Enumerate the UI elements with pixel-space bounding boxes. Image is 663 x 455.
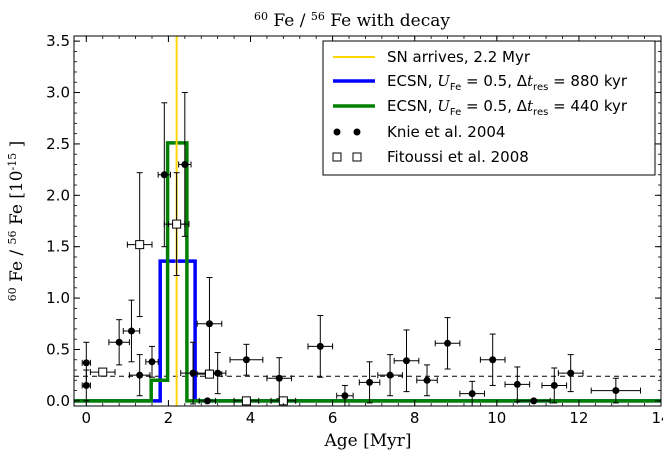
legend-marker-knie-2 — [353, 128, 361, 136]
legend-box — [322, 40, 656, 176]
knie-point-22 — [468, 390, 476, 398]
legend-marker-fitoussi-2 — [352, 152, 362, 162]
x-axis-label: Age [Myr] — [323, 431, 411, 451]
legend-label-fitoussi: Fitoussi et al. 2008 — [387, 148, 529, 166]
knie-point-2 — [115, 338, 123, 346]
knie-point-13 — [242, 356, 250, 364]
knie-point-26 — [550, 381, 558, 389]
fitoussi-point-4 — [241, 396, 251, 406]
y-label-part2: Fe [10 — [7, 170, 27, 230]
knie-point-8 — [181, 160, 189, 168]
knie-point-14 — [275, 374, 283, 382]
legend-blue-val: = 880 kyr — [548, 72, 628, 90]
fitoussi-point-1 — [135, 240, 145, 250]
y-label-part1: Fe / — [7, 244, 27, 287]
legend-green-u: U — [437, 97, 451, 115]
legend-blue-prefix: ECSN, — [387, 72, 437, 90]
fitoussi-point-3 — [204, 369, 214, 379]
legend-green-u-sub: Fe — [450, 107, 461, 118]
legend-blue-eq: = 0.5, Δ — [461, 72, 527, 90]
knie-point-15 — [316, 342, 324, 350]
legend-label-sn: SN arrives, 2.2 Myr — [387, 48, 531, 66]
y-tick-label-6: 3.0 — [46, 84, 70, 102]
plot-frame — [73, 35, 662, 407]
legend-green-val: = 440 kyr — [548, 97, 628, 115]
chart-title-sup2: 56 — [311, 10, 325, 23]
x-tick-label-0: 0 — [82, 409, 92, 427]
legend-blue-t: t — [527, 72, 534, 90]
knie-point-18 — [386, 371, 394, 379]
knie-point-19 — [402, 357, 410, 365]
fitoussi-point-2 — [172, 219, 182, 229]
x-tick-label-4: 8 — [410, 409, 420, 427]
legend-green-prefix: ECSN, — [387, 97, 437, 115]
chart-title: 60 Fe / 56 Fe with decay — [254, 10, 450, 31]
knie-point-10 — [203, 397, 211, 405]
knie-point-12 — [214, 369, 222, 377]
knie-point-21 — [444, 339, 452, 347]
x-tick-label-5: 10 — [487, 409, 506, 427]
knie-point-16 — [341, 392, 349, 400]
knie-point-17 — [366, 378, 374, 386]
legend-label-blue: ECSN, UFe = 0.5, Δtres = 880 kyr — [387, 72, 628, 93]
knie-point-5 — [148, 358, 156, 366]
knie-point-23 — [489, 356, 497, 364]
y-axis-label: 60 Fe / 56 Fe [10-15 ] — [6, 141, 27, 302]
knie-point-28 — [612, 387, 620, 395]
y-tick-label-2: 1.0 — [46, 289, 70, 307]
fitoussi-point-0 — [98, 367, 108, 377]
y-tick-label-5: 2.5 — [46, 135, 70, 153]
legend-label-knie: Knie et al. 2004 — [387, 123, 505, 141]
y-tick-label-3: 1.5 — [46, 238, 70, 256]
knie-point-4 — [136, 371, 144, 379]
x-tick-label-1: 2 — [164, 409, 174, 427]
y-tick-label-7: 3.5 — [46, 32, 70, 50]
y-label-part3: ] — [7, 141, 27, 153]
legend-green-eq: = 0.5, Δ — [461, 97, 527, 115]
knie-point-3 — [127, 327, 135, 335]
x-tick-label-6: 12 — [569, 409, 588, 427]
x-tick-label-2: 4 — [246, 409, 256, 427]
legend-marker-fitoussi-1 — [332, 152, 342, 162]
axis-ticks — [74, 36, 662, 406]
x-tick-label-3: 6 — [328, 409, 338, 427]
chart-title-sup1: 60 — [254, 10, 268, 23]
legend-blue-u-sub: Fe — [450, 82, 461, 93]
chart-title-part1: Fe / — [268, 11, 311, 31]
y-tick-label-4: 2.0 — [46, 186, 70, 204]
legend-marker-knie-1 — [333, 128, 341, 136]
series-line-green — [74, 141, 661, 403]
chart-title-part2: Fe with decay — [325, 11, 451, 31]
knie-point-11 — [205, 320, 213, 328]
legend-green-t: t — [527, 97, 534, 115]
tick-labels: 0 2 4 6 8 10 12 14 0.0 0.5 1.0 1.5 2.0 2.5 3.0 3.5 — [46, 32, 663, 427]
legend-green-t-sub: res — [533, 107, 548, 118]
legend-blue-u: U — [437, 72, 451, 90]
knie-point-6 — [160, 171, 168, 179]
y-label-sup1: 60 — [6, 287, 19, 301]
y-tick-label-1: 0.5 — [46, 340, 70, 358]
y-label-sup3: -15 — [6, 153, 19, 171]
knie-point-1 — [82, 359, 90, 367]
knie-point-20 — [423, 376, 431, 384]
legend-blue-t-sub: res — [533, 82, 548, 93]
plot-area — [74, 36, 661, 406]
x-tick-label-7: 14 — [651, 409, 663, 427]
legend-label-green: ECSN, UFe = 0.5, Δtres = 440 kyr — [387, 97, 628, 118]
knie-point-24 — [513, 380, 521, 388]
knie-point-27 — [567, 369, 575, 377]
knie-point-9 — [189, 369, 197, 377]
y-label-sup2: 56 — [6, 230, 19, 244]
y-tick-label-0: 0.0 — [46, 392, 70, 410]
knie-point-25 — [530, 397, 538, 405]
legend: SN arrives, 2.2 Myr ECSN, UFe = 0.5, Δtr… — [322, 40, 656, 176]
